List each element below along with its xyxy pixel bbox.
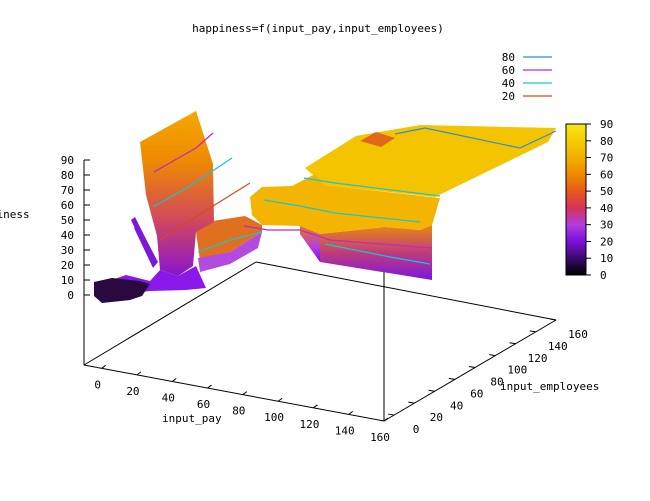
- x-tick-mark: [171, 378, 177, 382]
- z-tick-label: 0: [67, 289, 74, 302]
- colorbar: 0 10 20 30 40 50 60 70 80 90: [565, 118, 613, 282]
- legend-label: 20: [502, 90, 515, 103]
- z-tick-label: 60: [61, 199, 74, 212]
- z-tick-label: 30: [61, 244, 74, 257]
- legend-label: 80: [502, 51, 515, 64]
- colorbar-tick-label: 10: [600, 252, 613, 265]
- z-axis-label: happiness: [0, 208, 30, 221]
- z-tick-label: 90: [61, 154, 74, 167]
- y-tick-mark: [428, 389, 435, 392]
- y-axis-line: [383, 319, 557, 422]
- x-tick-label: 20: [126, 385, 139, 398]
- z-axis: 0 10 20 30 40 50 60 70 80 90: [61, 154, 90, 302]
- surface: [94, 111, 556, 303]
- colorbar-tick-label: 30: [600, 219, 613, 232]
- z-tick-label: 50: [61, 214, 74, 227]
- contour-60-step: [243, 225, 433, 249]
- x-axis-line: [83, 364, 385, 422]
- x-axis-label: input_pay: [162, 412, 222, 425]
- colorbar-ticks: 0 10 20 30 40 50 60 70 80 90: [586, 118, 613, 282]
- x-tick-mark: [348, 411, 354, 415]
- contour-40-front: [324, 243, 431, 265]
- legend-label: 40: [502, 77, 515, 90]
- colorbar-tick-label: 80: [600, 135, 613, 148]
- colorbar-tick-label: 60: [600, 168, 613, 181]
- surface-step-front: [320, 225, 432, 280]
- surface-wall-spike: [134, 226, 158, 268]
- y-tick-mark: [509, 342, 516, 345]
- x-tick-label: 40: [162, 391, 175, 404]
- surface-contours: [152, 127, 557, 265]
- x-tick-mark: [207, 384, 212, 389]
- contour-40-left-step: [197, 231, 263, 253]
- x-tick-label: 60: [197, 398, 210, 411]
- z-tick-label: 20: [61, 259, 74, 272]
- y-axis-label: input_employees: [500, 380, 599, 393]
- y-tick-label: 140: [548, 340, 568, 353]
- x-tick-label: 120: [299, 418, 319, 431]
- x-axis: 0 20 40 60 80 100 120 140 160: [94, 364, 390, 444]
- colorbar-tick-label: 70: [600, 152, 613, 165]
- x-tick-label: 160: [370, 431, 390, 444]
- contour-20-wall: [159, 182, 251, 241]
- z-tick-label: 40: [61, 229, 74, 242]
- z-tick-label: 70: [61, 184, 74, 197]
- surface-dark-strip: [94, 278, 150, 303]
- z-tick-label: 10: [61, 274, 74, 287]
- x-tick-mark: [136, 371, 142, 376]
- z-tick-label: 80: [61, 169, 74, 182]
- y-tick-mark: [408, 401, 415, 404]
- back-right-edge: [255, 261, 557, 321]
- contour-80-top: [394, 127, 557, 149]
- chart-title: happiness=f(input_pay,input_employees): [192, 22, 444, 35]
- y-tick-mark: [529, 330, 536, 333]
- colorbar-tick-label: 50: [600, 185, 613, 198]
- y-tick-label: 120: [528, 352, 548, 365]
- x-tick-mark: [242, 391, 248, 396]
- y-tick-label: 80: [490, 376, 503, 389]
- contour-40-upper: [303, 177, 441, 197]
- colorbar-strip: [565, 123, 587, 276]
- y-tick-mark: [549, 318, 557, 321]
- y-tick-label: 160: [568, 328, 588, 341]
- y-tick-label: 100: [507, 364, 527, 377]
- y-tick-label: 0: [413, 423, 420, 436]
- y-tick-label: 20: [430, 411, 443, 424]
- colorbar-tick-label: 90: [600, 118, 613, 131]
- y-tick-mark: [468, 366, 476, 369]
- x-tick-label: 80: [232, 405, 245, 418]
- y-tick-mark: [448, 377, 455, 380]
- legend-label: 60: [502, 64, 515, 77]
- surface-left-step: [196, 216, 262, 260]
- x-tick-label: 140: [335, 424, 355, 437]
- contour-40-wall: [152, 157, 233, 208]
- colorbar-tick-label: 20: [600, 235, 613, 248]
- surface-left-step-front: [198, 232, 262, 272]
- x-tick-mark: [313, 404, 318, 409]
- x-tick-label: 0: [94, 378, 101, 391]
- y-tick-label: 40: [450, 399, 463, 412]
- contour-60-wall: [153, 132, 214, 173]
- x-tick-mark: [383, 417, 389, 422]
- x-tick-mark: [101, 364, 106, 369]
- y-tick-mark: [388, 413, 395, 416]
- y-tick-mark: [489, 354, 496, 357]
- contour-40-middle: [263, 199, 421, 223]
- x-tick-label: 100: [264, 411, 284, 424]
- surface-back-ridge: [360, 132, 395, 147]
- colorbar-tick-label: 40: [600, 202, 613, 215]
- y-tick-label: 60: [470, 387, 483, 400]
- surface-far-plateau: [305, 125, 556, 197]
- back-left-edge: [83, 261, 257, 366]
- x-tick-mark: [277, 397, 283, 402]
- colorbar-tick-label: 0: [600, 269, 607, 282]
